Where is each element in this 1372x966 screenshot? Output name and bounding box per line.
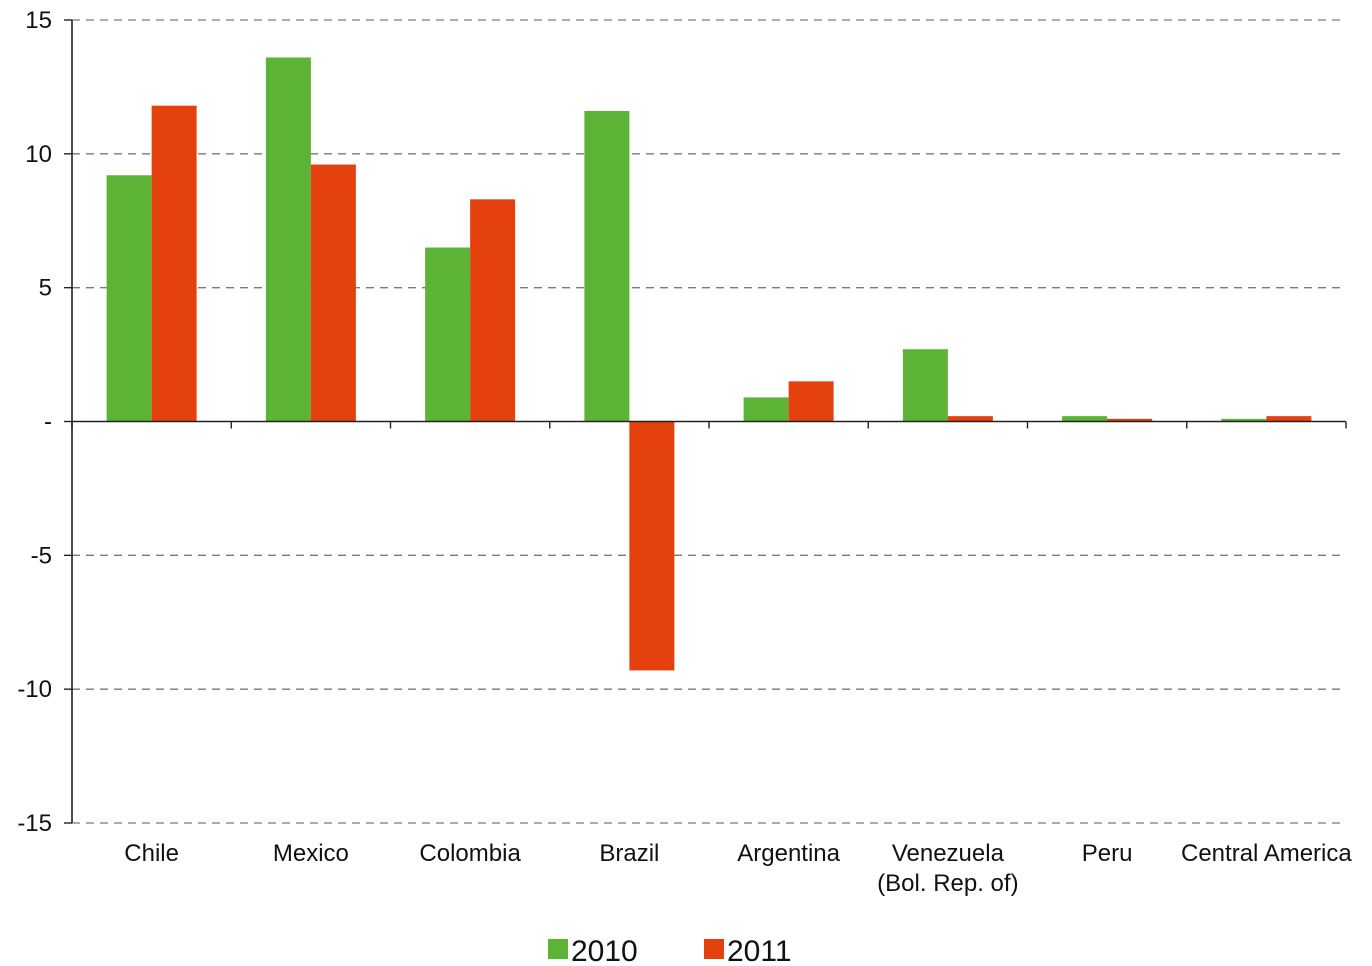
legend: 2010 2011 [548,935,792,966]
bar-2010 [584,111,630,422]
y-tick-label: 10 [25,141,52,168]
legend-swatch-2011 [704,939,724,959]
x-category-label: Argentina [737,840,840,867]
bar-2011 [1107,418,1153,422]
x-category-label-line: Colombia [419,840,521,867]
legend-label-2011: 2011 [727,935,792,966]
legend-label-2010: 2010 [571,935,638,966]
bar-2011 [629,421,675,671]
x-category-label: Chile [124,840,179,867]
y-tick-label: - [44,409,52,436]
bar-2010 [106,175,152,422]
x-category-label: Brazil [599,840,659,867]
x-category-label: Venezuela (Bol. Rep. of) [877,840,1018,897]
x-category-label: Mexico [273,840,349,867]
y-axis-tick-labels: 15 10 5 - -5 -10 -15 [17,7,52,837]
bar-2011 [788,381,834,422]
x-category-label-line: (Bol. Rep. of) [877,870,1018,897]
y-tick-label: 5 [39,275,52,302]
x-category-label-line: Argentina [737,840,840,867]
x-category-label-line: Mexico [273,840,349,867]
bar-2010 [902,349,948,422]
x-category-label: Colombia [419,840,521,867]
y-tick-label: -10 [17,676,52,703]
bar-2011 [151,105,197,422]
axes [64,19,1347,824]
x-category-label: Peru [1082,840,1133,867]
y-tick-label: -15 [17,810,52,837]
bar-2010 [265,57,311,422]
bars [106,57,1312,671]
bar-2011 [310,164,356,422]
y-tick-label: -5 [31,542,52,569]
bar-2010 [425,247,471,422]
bar-2010 [1062,416,1108,422]
bar-2011 [470,199,516,422]
x-category-label-line: Venezuela [892,840,1005,867]
legend-swatch-2010 [548,939,568,959]
x-axis-category-labels: Chile Mexico Colombia Brazil Argentina Venezu… [124,840,1352,897]
bar-2011 [1266,416,1312,422]
x-category-label-line: Central America [1181,840,1352,867]
bar-2010 [1221,418,1267,422]
bar-2011 [947,416,993,422]
x-category-label-line: Peru [1082,840,1133,867]
y-tick-label: 15 [25,7,52,34]
x-category-label: Central America [1181,840,1352,867]
x-category-label-line: Chile [124,840,179,867]
x-category-label-line: Brazil [599,840,659,867]
bar-2010 [743,397,789,422]
